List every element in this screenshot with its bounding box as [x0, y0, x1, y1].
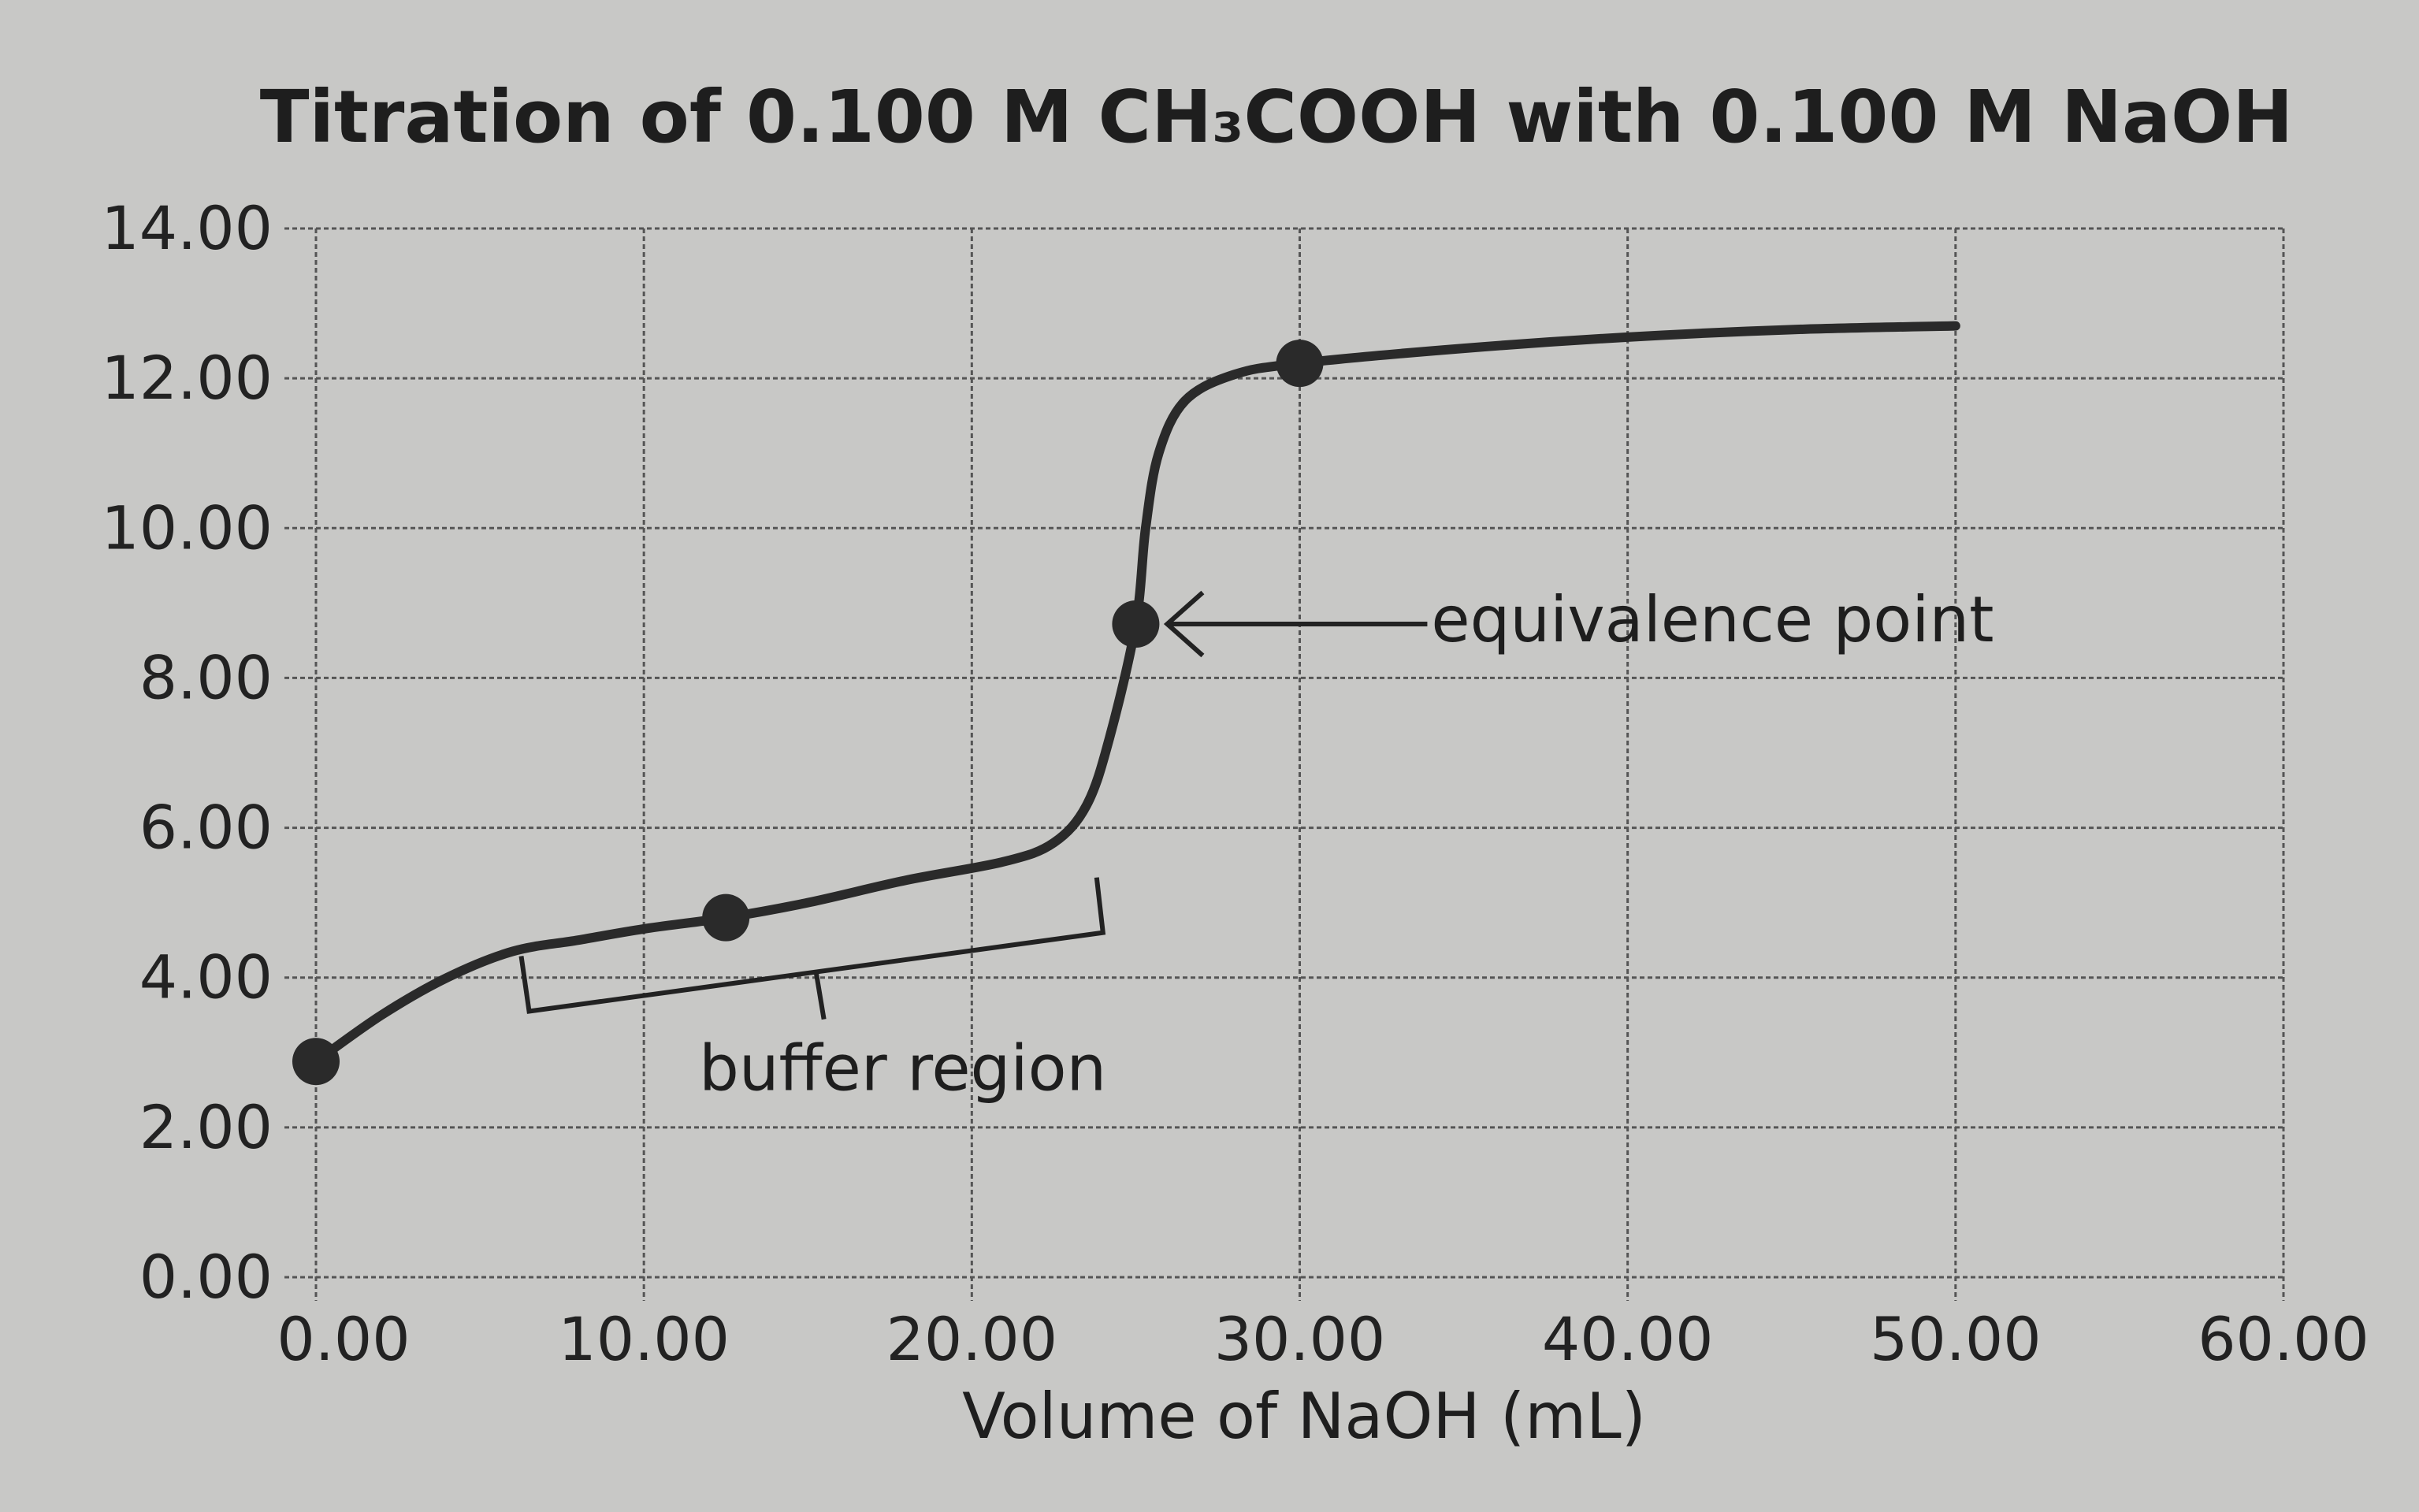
x-tick-label: 30.00: [1214, 1304, 1386, 1374]
y-tick-label: 2.00: [139, 1092, 273, 1162]
equivalence-point-label: equivalence point: [1431, 583, 1994, 656]
data-point-marker: [292, 1038, 340, 1086]
x-tick-label: 40.00: [1542, 1304, 1714, 1374]
data-point-marker: [1112, 600, 1160, 648]
data-point-marker: [702, 893, 750, 942]
x-tick-label: 60.00: [2198, 1304, 2369, 1374]
annotations: equivalence point buffer region: [518, 583, 1994, 1105]
data-point-marker: [1276, 340, 1324, 388]
y-tick-label: 0.00: [139, 1242, 273, 1312]
y-tick-label: 6.00: [139, 793, 273, 863]
y-tick-label: 14.00: [101, 193, 273, 263]
y-tick-label: 4.00: [139, 942, 273, 1012]
y-axis-ticks: 0.00 2.00 4.00 6.00 8.00 10.00 12.00 14.00: [101, 193, 273, 1312]
x-tick-label: 0.00: [277, 1304, 410, 1374]
buffer-region-label: buffer region: [699, 1031, 1106, 1105]
grid: [284, 227, 2285, 1301]
buffer-region-bracket: [518, 877, 1106, 1020]
chart-title: Titration of 0.100 M CH₃COOH with 0.100 …: [260, 75, 2294, 159]
marked-points: [292, 340, 1324, 1086]
x-axis-label: Volume of NaOH (mL): [962, 1380, 1646, 1453]
x-axis-ticks: 0.00 10.00 20.00 30.00 40.00 50.00 60.00: [277, 1304, 2369, 1374]
x-tick-label: 20.00: [886, 1304, 1058, 1374]
x-tick-label: 50.00: [1870, 1304, 2042, 1374]
titration-curve: [311, 321, 1960, 1067]
y-tick-label: 12.00: [101, 343, 273, 413]
y-tick-label: 10.00: [101, 492, 273, 563]
equivalence-arrow: [1163, 590, 1428, 658]
y-tick-label: 8.00: [139, 642, 273, 712]
x-tick-label: 10.00: [558, 1304, 730, 1374]
